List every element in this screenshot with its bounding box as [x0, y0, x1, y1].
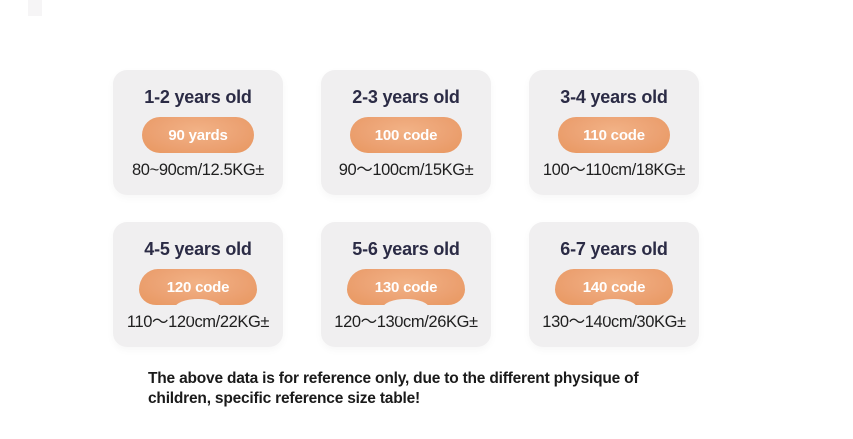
- size-card-3-4: 3-4 years old 110 code 100～110cm/18KG±: [529, 70, 699, 195]
- age-label: 4-5 years old: [144, 239, 252, 259]
- size-badge: 130 code: [347, 269, 465, 305]
- size-badge-label: 100 code: [374, 126, 438, 144]
- height-weight-range: 130～140cm/30KG±: [542, 313, 686, 331]
- size-badge-label: 140 code: [582, 278, 646, 296]
- size-badge: 100 code: [350, 117, 462, 153]
- height-weight-range: 110～120cm/22KG±: [126, 313, 270, 331]
- size-badge-label: 120 code: [166, 278, 230, 296]
- corner-artifact: [28, 0, 42, 16]
- size-card-grid: 1-2 years old 90 yards 80~90cm/12.5KG± 2…: [113, 70, 699, 347]
- size-badge-label: 110 code: [583, 126, 645, 144]
- reference-note-line2: children, specific reference size table!: [148, 390, 420, 407]
- size-badge: 110 code: [558, 117, 670, 153]
- height-weight-range: 100～110cm/18KG±: [542, 161, 686, 179]
- size-card-4-5: 4-5 years old 120 code 110～120cm/22KG±: [113, 222, 283, 347]
- size-badge: 120 code: [139, 269, 257, 305]
- age-label: 2-3 years old: [352, 87, 460, 107]
- size-card-5-6: 5-6 years old 130 code 120～130cm/26KG±: [321, 222, 491, 347]
- age-label: 6-7 years old: [560, 239, 668, 259]
- reference-note-line1: The above data is for reference only, du…: [148, 370, 639, 387]
- height-weight-range: 90～100cm/15KG±: [338, 161, 474, 179]
- size-card-6-7: 6-7 years old 140 code 130～140cm/30KG±: [529, 222, 699, 347]
- size-badge: 140 code: [555, 269, 673, 305]
- size-badge: 90 yards: [142, 117, 254, 153]
- age-label: 5-6 years old: [352, 239, 460, 259]
- reference-note: The above data is for reference only, du…: [148, 369, 668, 409]
- size-badge-label: 90 yards: [168, 126, 228, 144]
- height-weight-range: 80~90cm/12.5KG±: [132, 161, 264, 179]
- size-card-1-2: 1-2 years old 90 yards 80~90cm/12.5KG±: [113, 70, 283, 195]
- height-weight-range: 120～130cm/26KG±: [334, 313, 478, 331]
- age-label: 1-2 years old: [144, 87, 252, 107]
- size-card-2-3: 2-3 years old 100 code 90～100cm/15KG±: [321, 70, 491, 195]
- age-label: 3-4 years old: [560, 87, 668, 107]
- size-badge-label: 130 code: [374, 278, 438, 296]
